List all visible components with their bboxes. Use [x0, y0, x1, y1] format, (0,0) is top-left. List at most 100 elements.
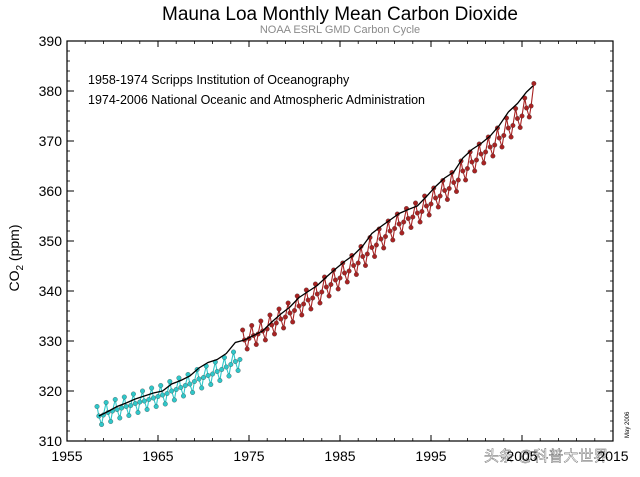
scripps-data-point [149, 385, 155, 391]
noaa-data-point [353, 272, 359, 277]
noaa-data-point [519, 113, 525, 119]
noaa-data-point [474, 157, 479, 163]
scripps-series-line [96, 351, 241, 425]
x-tick-label: 1975 [233, 448, 264, 464]
scripps-data-point [210, 371, 216, 377]
noaa-data-point [364, 251, 370, 257]
noaa-data-point [501, 133, 507, 138]
noaa-data-point [437, 193, 443, 199]
scripps-data-point [137, 399, 143, 405]
noaa-data-point [244, 346, 250, 352]
scripps-data-point [199, 385, 205, 391]
noaa-data-point [383, 234, 388, 239]
scripps-data-point [208, 382, 214, 387]
scripps-data-point [173, 387, 179, 392]
annotation-noaa: 1974-2006 National Oceanic and Atmospher… [88, 93, 425, 107]
noaa-data-point [460, 168, 466, 174]
noaa-data-point [451, 180, 457, 185]
scripps-data-point [130, 391, 136, 397]
noaa-data-point [323, 284, 329, 290]
noaa-data-point [358, 244, 364, 249]
scripps-data-point [158, 383, 164, 388]
noaa-data-point [472, 168, 478, 174]
trend-line [98, 85, 534, 417]
scripps-data-point [99, 422, 105, 427]
noaa-data-point [528, 103, 534, 109]
noaa-data-point [463, 177, 469, 183]
date-stamp: May 2006 [625, 411, 631, 438]
noaa-data-point [392, 226, 398, 231]
noaa-data-point [469, 159, 475, 165]
scripps-data-point [144, 407, 150, 412]
noaa-data-point [272, 331, 277, 337]
scripps-data-point [103, 400, 109, 405]
y-tick-label: 350 [39, 233, 63, 249]
noaa-data-point [355, 260, 361, 266]
noaa-data-point [381, 245, 387, 251]
scripps-data-point [162, 401, 168, 407]
x-tick-label: 1995 [415, 448, 446, 464]
noaa-data-point [405, 216, 411, 221]
scripps-data-point [171, 397, 177, 403]
noaa-data-point [487, 144, 493, 150]
noaa-data-point [373, 242, 379, 248]
scripps-data-point [123, 404, 129, 409]
noaa-data-point [305, 297, 311, 303]
noaa-data-point [317, 300, 323, 306]
x-tick-label: 2015 [597, 448, 628, 464]
noaa-data-point [351, 263, 357, 268]
scripps-data-point [167, 379, 173, 384]
noaa-data-point [433, 195, 438, 201]
noaa-data-point [513, 106, 519, 111]
noaa-data-point [282, 314, 288, 320]
noaa-data-point [308, 306, 314, 312]
scripps-data-point [190, 390, 196, 395]
scripps-data-point [176, 375, 182, 381]
scripps-data-point [164, 391, 170, 396]
scripps-data-point [232, 359, 238, 364]
y-tick-label: 360 [39, 183, 63, 199]
scripps-data-point [223, 364, 229, 370]
noaa-data-point [515, 116, 520, 121]
noaa-data-point [387, 228, 393, 234]
scripps-data-point [182, 383, 188, 388]
scripps-data-point [155, 394, 161, 399]
scripps-data-point [217, 378, 223, 383]
scripps-data-point [108, 419, 114, 424]
noaa-data-point [342, 270, 347, 276]
scripps-data-point [128, 403, 134, 408]
scripps-data-point [228, 362, 234, 367]
scripps-data-point [231, 349, 236, 355]
y-axis-label: CO2 (ppm) [6, 224, 26, 291]
noaa-data-point [426, 212, 432, 218]
noaa-data-point [408, 225, 414, 230]
scripps-data-point [141, 398, 147, 404]
chart-subtitle: NOAA ESRL GMD Carbon Cycle [260, 24, 420, 36]
noaa-data-point [372, 254, 378, 259]
scripps-data-point [135, 410, 141, 415]
noaa-data-point [262, 337, 268, 343]
scripps-data-point [187, 381, 193, 387]
noaa-data-point [478, 151, 484, 157]
scripps-data-point [140, 388, 145, 394]
noaa-data-point [435, 204, 441, 210]
noaa-data-point [369, 245, 375, 250]
noaa-data-point [253, 342, 259, 347]
scripps-data-point [94, 404, 100, 409]
scripps-data-point [219, 367, 225, 372]
noaa-data-point [419, 209, 425, 214]
noaa-data-point [526, 114, 532, 120]
y-tick-label: 340 [39, 283, 63, 299]
noaa-data-point [296, 303, 302, 309]
noaa-data-point [278, 316, 284, 322]
noaa-data-point [492, 142, 498, 148]
noaa-data-point [399, 230, 405, 236]
scripps-data-point [226, 373, 232, 379]
noaa-data-point [517, 125, 523, 130]
noaa-data-point [505, 125, 511, 131]
scripps-data-point [191, 379, 197, 384]
scripps-data-point [178, 385, 184, 390]
noaa-data-point [378, 236, 384, 242]
scripps-data-point [169, 388, 175, 394]
noaa-data-point [524, 105, 529, 111]
